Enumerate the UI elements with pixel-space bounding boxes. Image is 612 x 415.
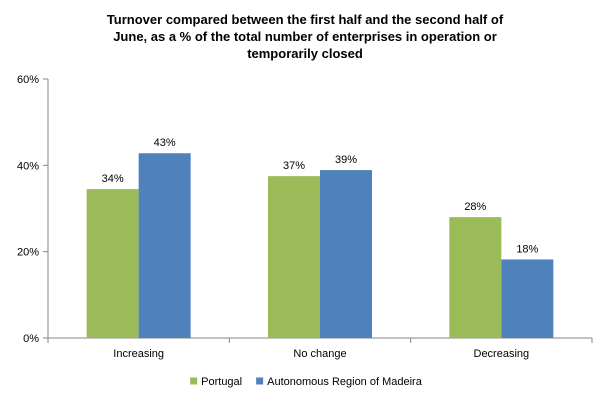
y-tick-label: 20% xyxy=(17,247,39,259)
chart-title: Turnover compared between the first half… xyxy=(107,12,504,61)
legend-swatch xyxy=(256,377,264,385)
data-labels: 34% 43% 37% 39% 28% 18% xyxy=(102,137,539,255)
legend-label: Autonomous Region of Madeira xyxy=(267,376,423,388)
legend-label: Portugal xyxy=(201,376,242,388)
y-tick-label: 60% xyxy=(17,74,39,86)
bar-increasing-portugal xyxy=(86,189,139,338)
y-tick-label: 40% xyxy=(17,160,39,172)
bar-no-change-autonomous-region-of-madeira xyxy=(320,170,372,338)
chart-title-line-1: Turnover compared between the first half… xyxy=(107,12,504,27)
data-label: 37% xyxy=(283,160,305,172)
x-tick-label: Decreasing xyxy=(474,348,530,360)
y-axis: 0% 20% 40% 60% xyxy=(17,74,49,345)
bar-no-change-portugal xyxy=(268,176,320,338)
data-label: 18% xyxy=(516,243,538,255)
bars xyxy=(86,153,554,338)
data-label: 43% xyxy=(154,137,176,149)
bar-decreasing-portugal xyxy=(449,217,502,338)
chart-title-line-3: temporarily closed xyxy=(247,46,363,61)
x-tick-labels: Increasing No change Decreasing xyxy=(113,348,529,360)
y-tick-label: 0% xyxy=(23,333,39,345)
x-tick-label: No change xyxy=(293,348,346,360)
data-label: 39% xyxy=(335,154,357,166)
legend-swatch xyxy=(190,377,198,385)
data-label: 28% xyxy=(464,201,486,213)
x-axis xyxy=(47,337,593,343)
legend: Portugal Autonomous Region of Madeira xyxy=(190,376,423,388)
bar-decreasing-autonomous-region-of-madeira xyxy=(501,259,554,338)
data-label: 34% xyxy=(102,173,124,185)
bar-increasing-autonomous-region-of-madeira xyxy=(138,153,191,338)
chart-title-line-2: June, as a % of the total number of ente… xyxy=(113,29,497,44)
x-tick-label: Increasing xyxy=(113,348,164,360)
